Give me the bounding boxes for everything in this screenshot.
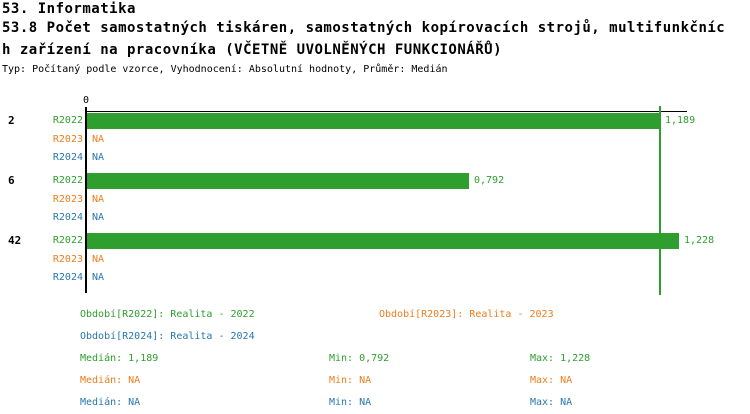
series-label-r2023: R2023 <box>52 134 83 145</box>
legend-item-r2022: Období[R2022]: Realita - 2022 <box>80 309 255 320</box>
na-value-r2024: NA <box>92 212 105 223</box>
legend-item-r2024: Období[R2024]: Realita - 2024 <box>80 331 255 342</box>
na-value-r2023: NA <box>92 134 105 145</box>
chart-group-42: 42 R2022 1,228 R2023 NA R2024 NA <box>0 233 750 293</box>
group-label: 2 <box>8 114 15 127</box>
stat-min-r2023: Min: NA <box>329 375 372 386</box>
na-value-r2024: NA <box>92 152 105 163</box>
indicator-meta: Typ: Počítaný podle vzorce, Vyhodnocení:… <box>2 64 448 75</box>
bar-row: 1,228 <box>87 233 714 249</box>
na-value-r2023: NA <box>92 254 105 265</box>
page-title: 53. Informatika <box>2 1 136 17</box>
stat-median-r2023: Medián: NA <box>80 375 141 386</box>
y-axis-line <box>85 107 87 293</box>
stat-min-r2022: Min: 0,792 <box>329 353 390 364</box>
bar-value-label: 1,228 <box>684 235 715 246</box>
stat-max-r2024: Max: NA <box>530 397 573 408</box>
na-value-r2024: NA <box>92 272 105 283</box>
group-label: 6 <box>8 174 15 187</box>
stat-median-r2022: Medián: 1,189 <box>80 353 159 364</box>
bar-r2022 <box>87 233 679 249</box>
axis-zero-label: 0 <box>82 95 90 106</box>
bar-row: 1,189 <box>87 113 695 129</box>
series-label-r2024: R2024 <box>52 212 83 223</box>
na-value-r2023: NA <box>92 194 105 205</box>
series-label-r2022: R2022 <box>52 175 83 186</box>
series-label-r2024: R2024 <box>52 152 83 163</box>
group-label: 42 <box>8 234 22 247</box>
bar-r2022 <box>87 173 469 189</box>
x-axis-line <box>85 111 687 112</box>
series-label-r2023: R2023 <box>52 194 83 205</box>
stat-max-r2022: Max: 1,228 <box>530 353 591 364</box>
series-label-r2022: R2022 <box>52 115 83 126</box>
bar-value-label: 0,792 <box>474 175 505 186</box>
stat-max-r2023: Max: NA <box>530 375 573 386</box>
bar-chart: 0 2 R2022 1,189 R2023 NA R2024 NA 6 R202… <box>0 95 750 310</box>
chart-group-2: 2 R2022 1,189 R2023 NA R2024 NA <box>0 113 750 173</box>
series-label-r2024: R2024 <box>52 272 83 283</box>
bar-value-label: 1,189 <box>665 115 696 126</box>
legend-item-r2023: Období[R2023]: Realita - 2023 <box>379 309 554 320</box>
indicator-title-line2: h zařízení na pracovníka (VČETNĚ UVOLNĚN… <box>2 42 503 58</box>
stat-min-r2024: Min: NA <box>329 397 372 408</box>
indicator-title-line1: 53.8 Počet samostatných tiskáren, samost… <box>2 20 726 36</box>
series-label-r2023: R2023 <box>52 254 83 265</box>
series-label-r2022: R2022 <box>52 235 83 246</box>
bar-r2022 <box>87 113 660 129</box>
median-line <box>659 106 662 295</box>
chart-group-6: 6 R2022 0,792 R2023 NA R2024 NA <box>0 173 750 233</box>
bar-row: 0,792 <box>87 173 504 189</box>
stat-median-r2024: Medián: NA <box>80 397 141 408</box>
